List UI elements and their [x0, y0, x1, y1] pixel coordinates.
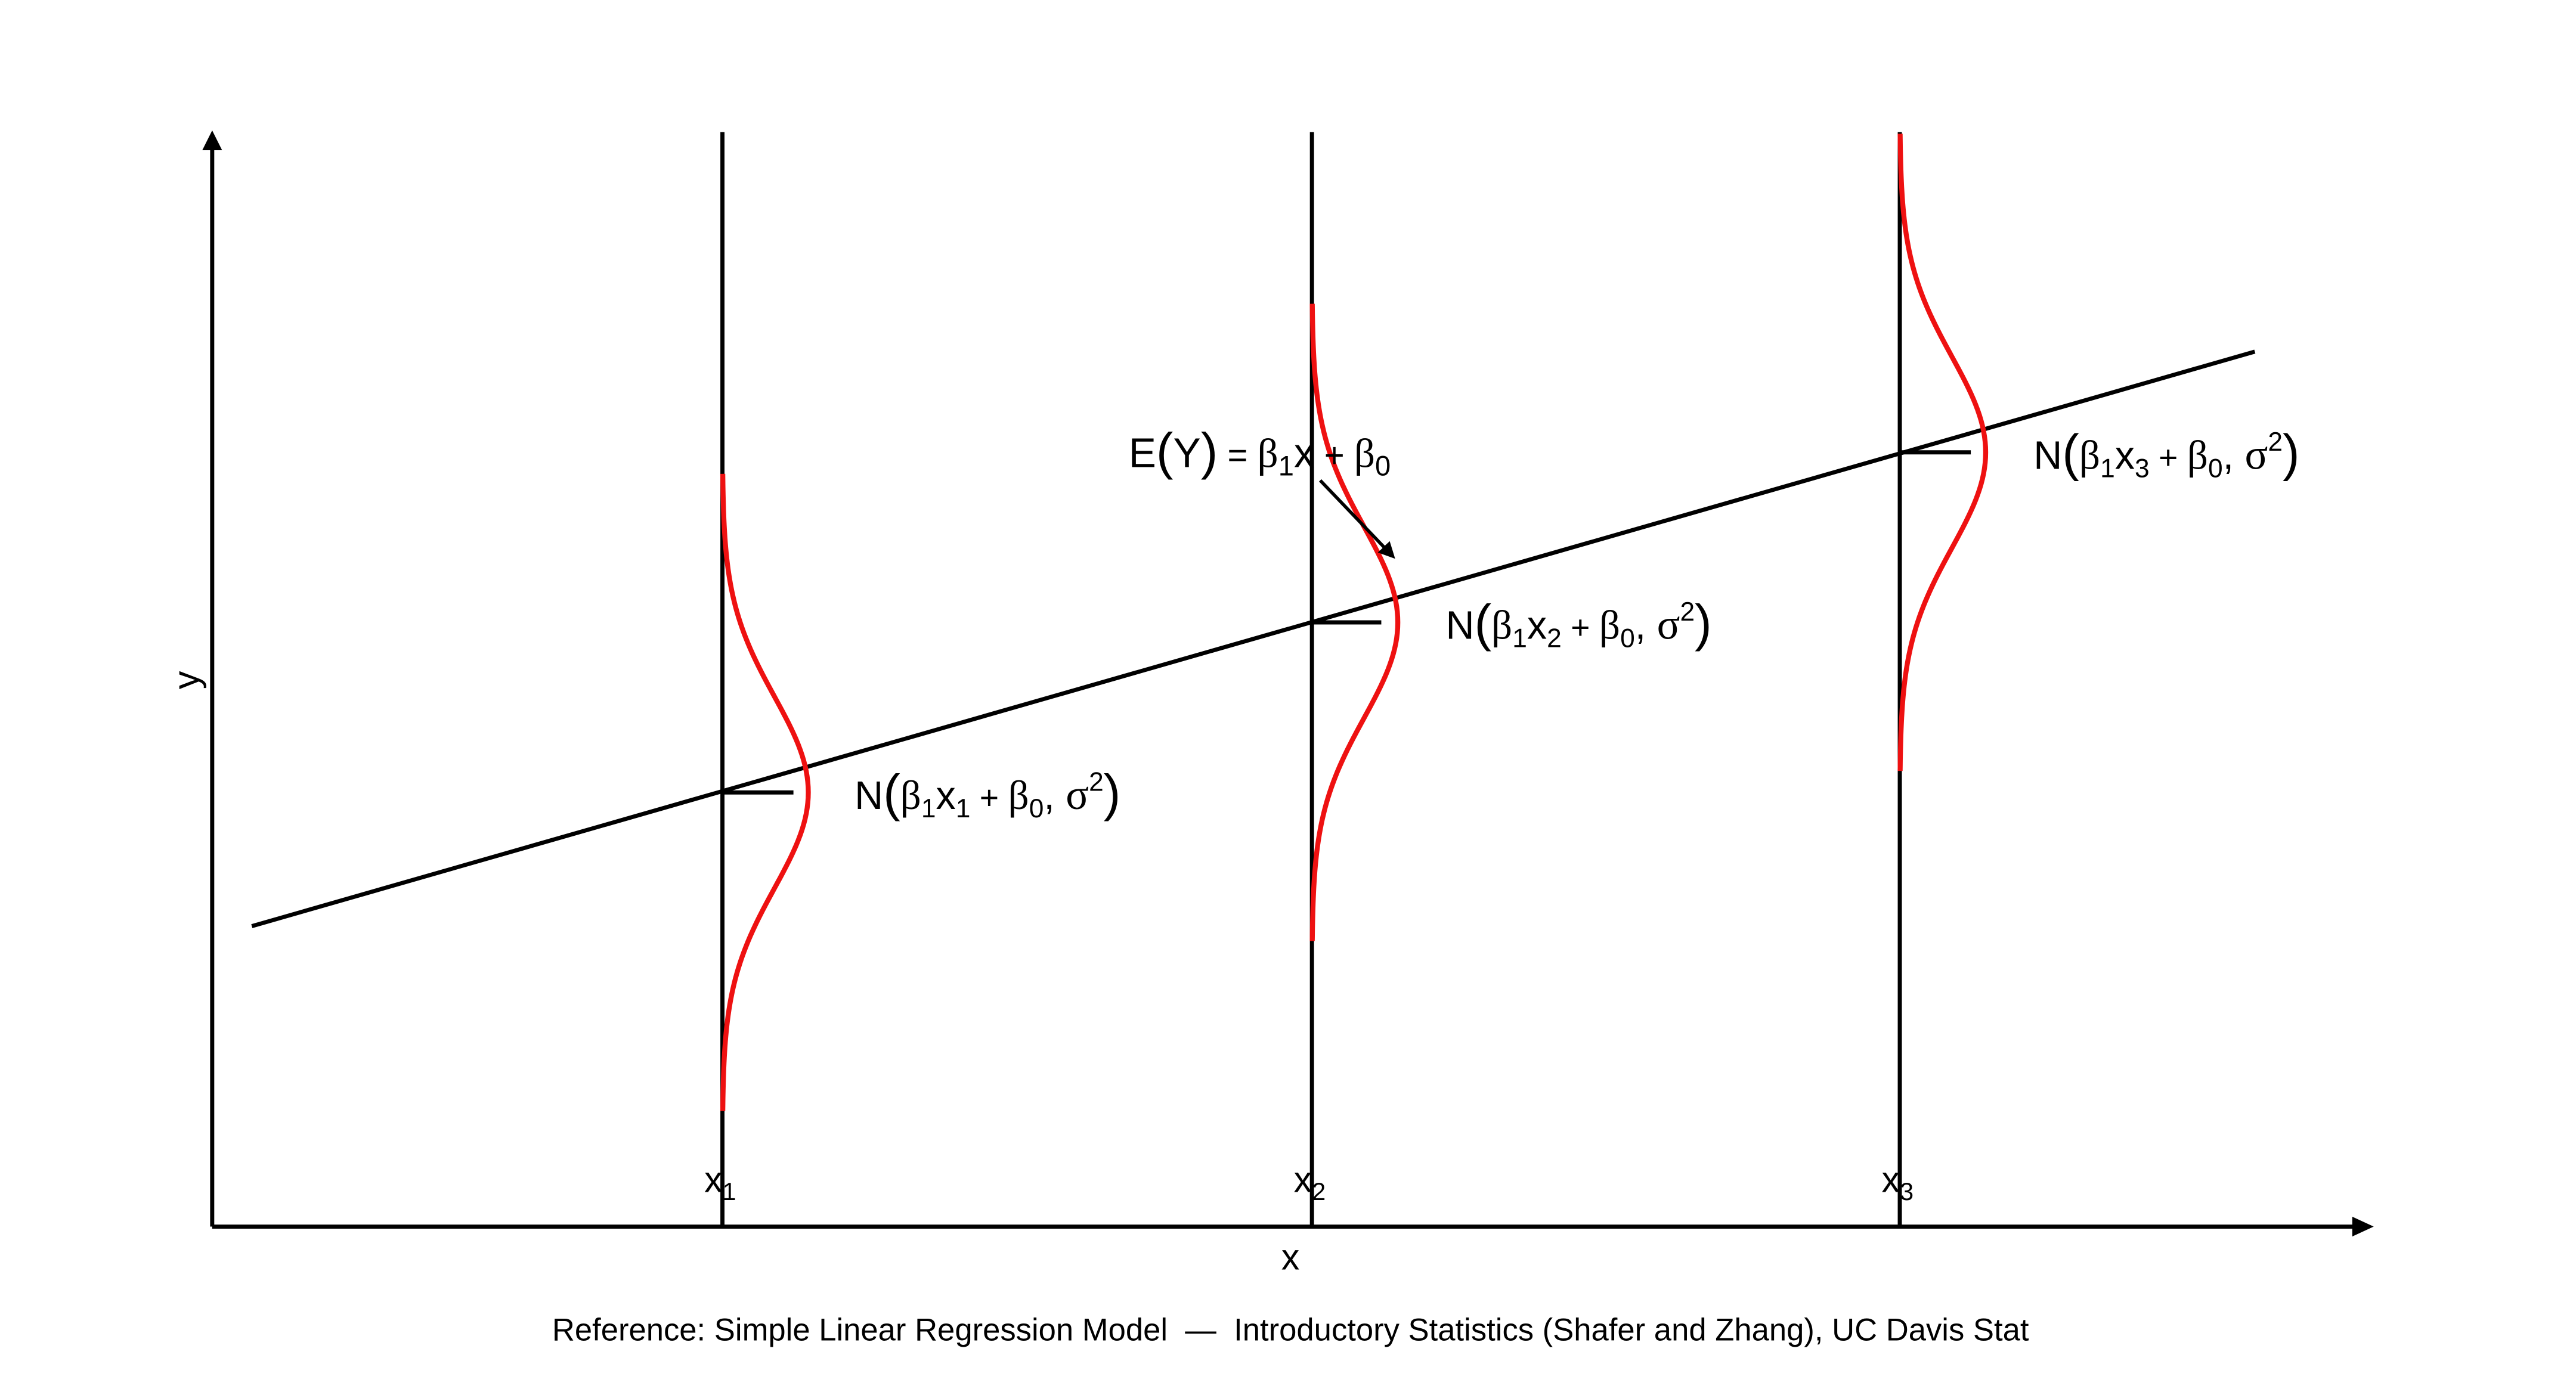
y-axis-label: y: [166, 671, 207, 689]
distribution-label-x3: N(β1x3 + β0, σ2): [2033, 424, 2299, 483]
normal-curve-x2: [1309, 303, 1401, 941]
tick-label-x1: x1: [704, 1159, 736, 1205]
tick-label-x3: x3: [1882, 1159, 1914, 1205]
x-axis-arrow-icon: [2352, 1216, 2374, 1237]
normal-curve-x3: [1897, 134, 1989, 771]
regression-equation-label: E(Y) = β1x + β0: [1129, 423, 1391, 481]
distribution-label-x2: N(β1x2 + β0, σ2): [1445, 594, 1711, 653]
regression-label-arrow: [1318, 479, 1395, 559]
regression-line: [251, 349, 2256, 928]
normal-curve-x1: [720, 473, 811, 1111]
x-axis-label: x: [1281, 1237, 1299, 1278]
y-axis-arrow-icon: [202, 130, 222, 150]
distribution-label-x1: N(β1x1 + β0, σ2): [854, 765, 1120, 823]
tick-label-x2: x2: [1294, 1159, 1326, 1205]
reference-caption: Reference: Simple Linear Regression Mode…: [552, 1313, 2029, 1348]
